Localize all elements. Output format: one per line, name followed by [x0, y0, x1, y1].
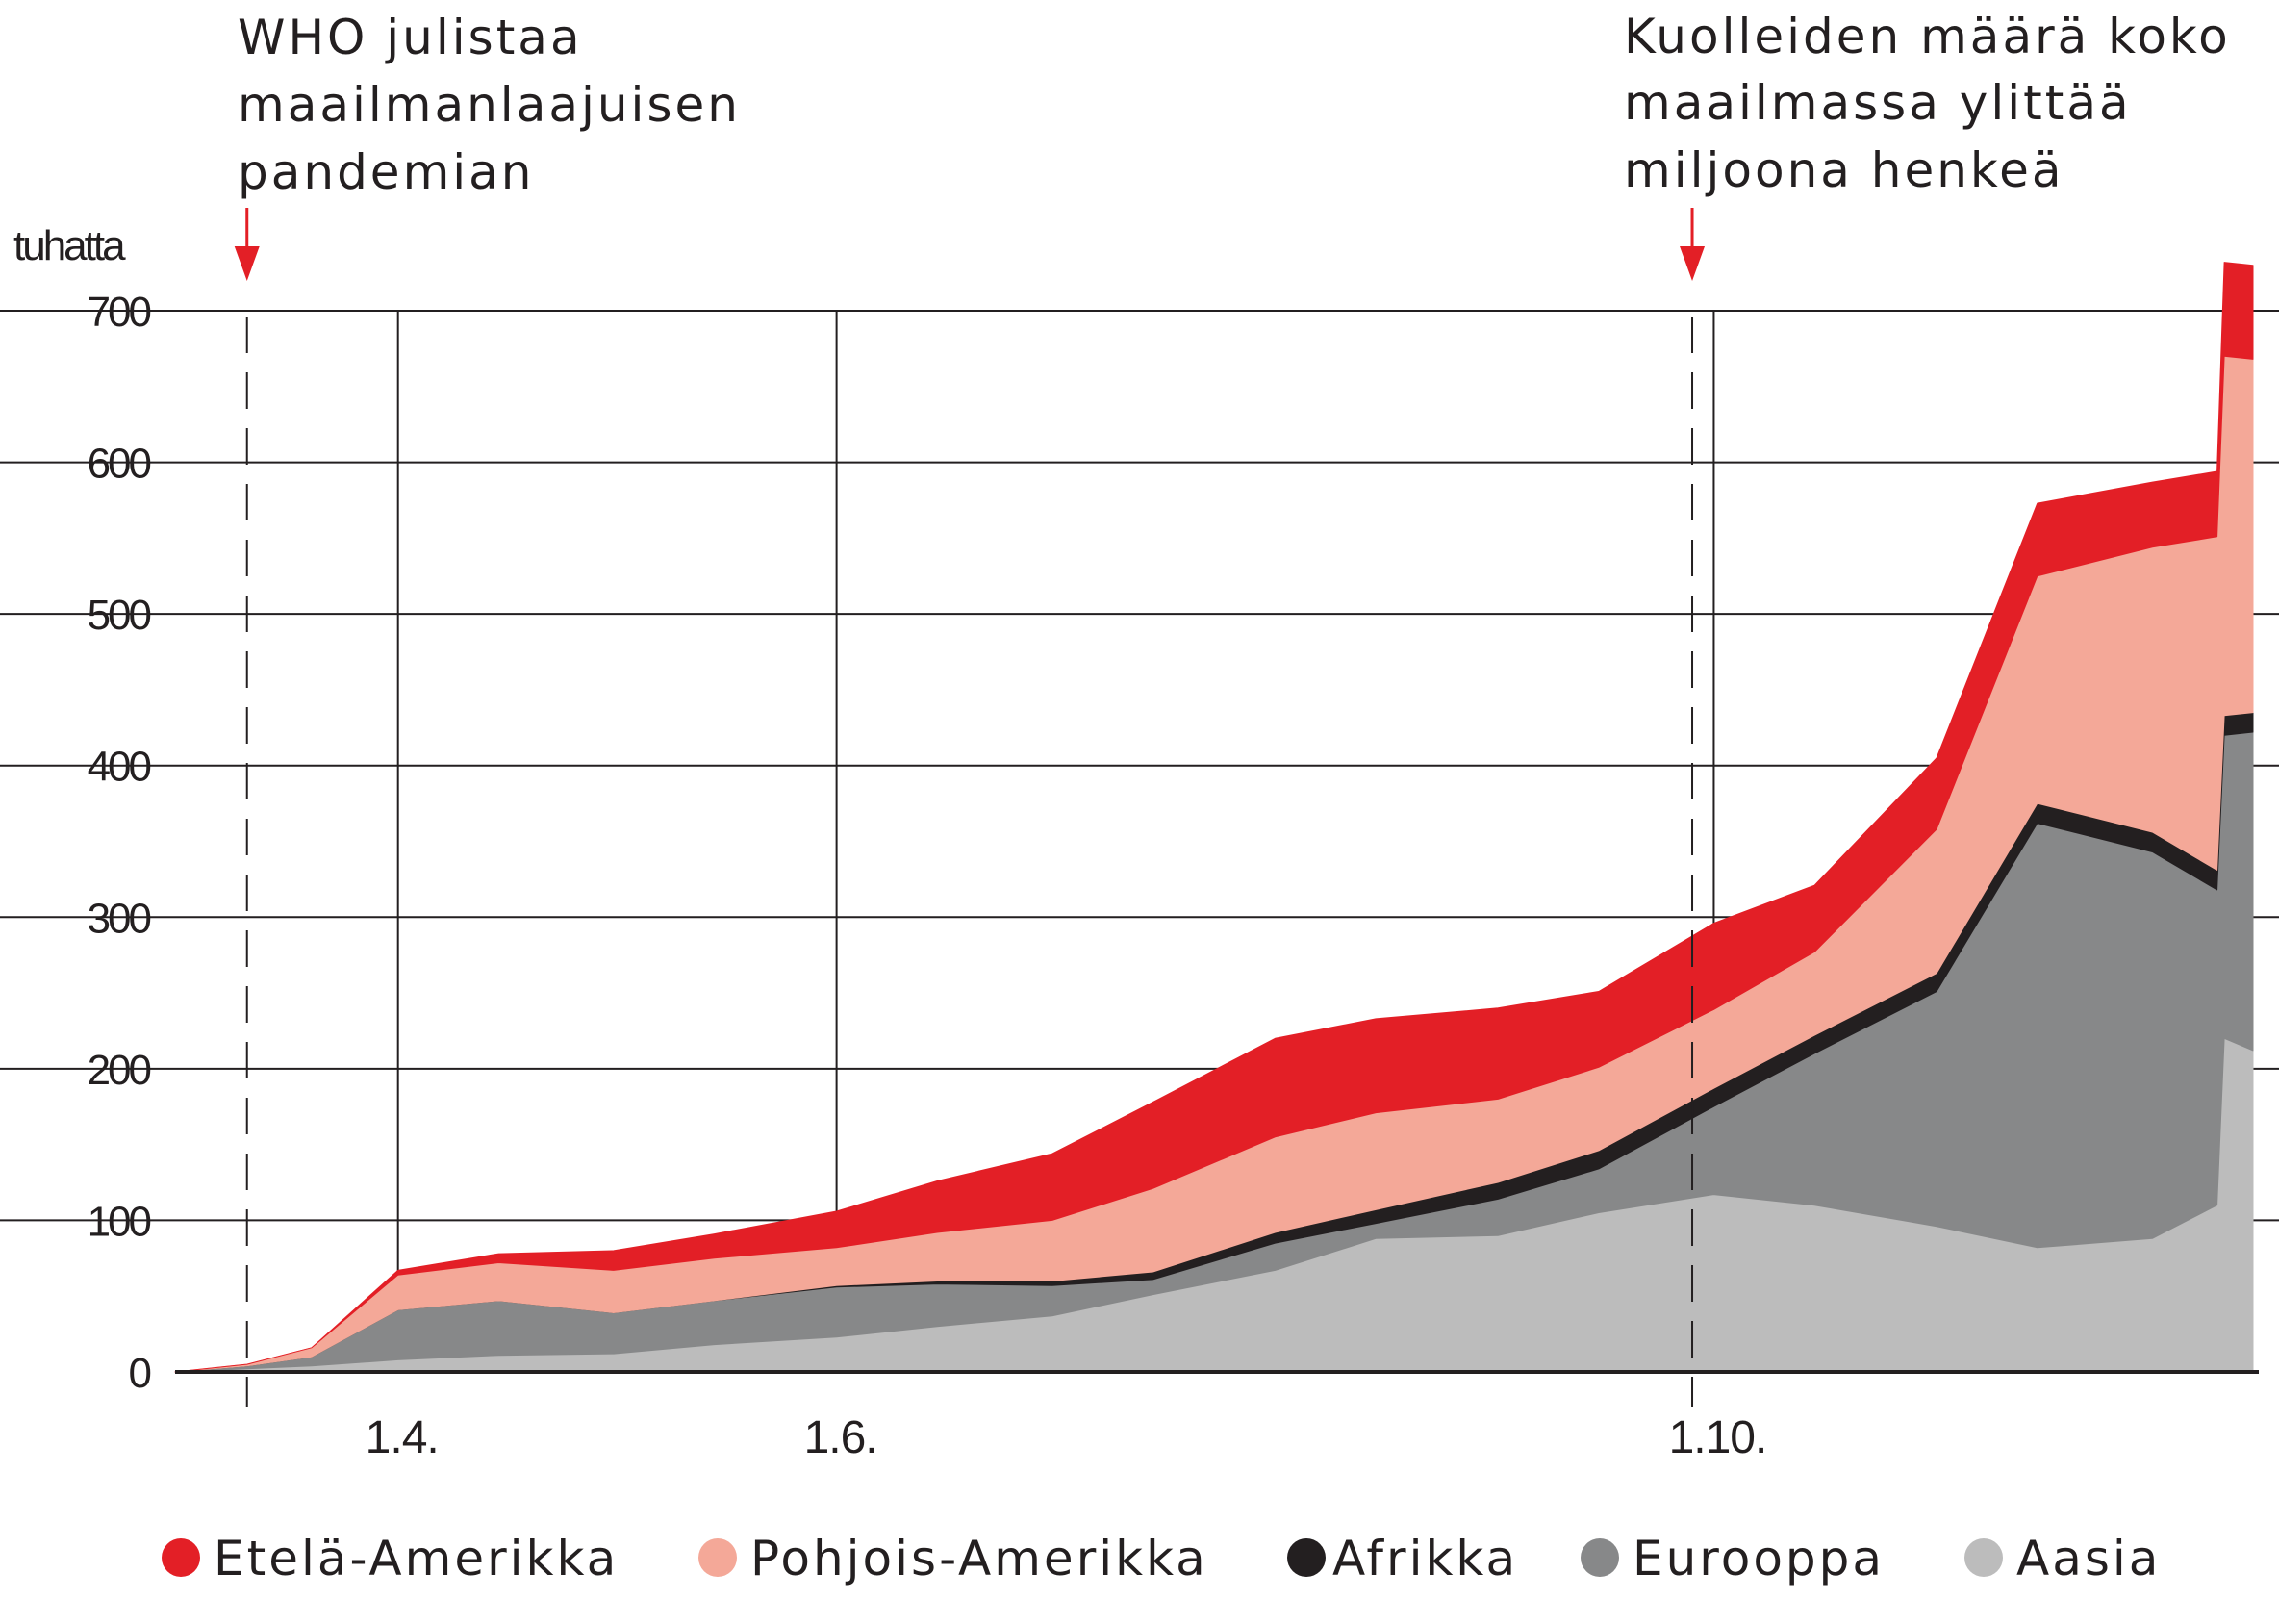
legend-item-afrikka: Afrikka — [1287, 1531, 1518, 1586]
legend-label-etela-amerikka: Etelä-Amerikka — [214, 1531, 619, 1586]
x-tick-label-2: 1.10. — [1669, 1412, 1767, 1463]
legend-label-pohjois-amerikka: Pohjois-Amerikka — [750, 1531, 1208, 1586]
annotation-million-deaths: Kuolleiden määrä koko maailmassa ylittää… — [1624, 9, 2231, 198]
y-tick-label-600: 600 — [88, 441, 151, 488]
legend-item-eurooppa: Eurooppa — [1581, 1531, 1885, 1586]
legend-swatch-pohjois-amerikka — [698, 1538, 737, 1577]
annotation-who-line-1: WHO julistaa — [238, 10, 583, 65]
legend-item-etela-amerikka: Etelä-Amerikka — [162, 1531, 619, 1586]
legend-swatch-aasia — [1964, 1538, 2003, 1577]
annotation-arrow-head-0 — [234, 246, 260, 281]
y-tick-label-500: 500 — [88, 592, 151, 639]
area-series-layer — [174, 262, 2254, 1373]
annotation-million-line-2: maailmassa ylittää — [1624, 75, 2132, 131]
x-tick-label-0: 1.4. — [366, 1412, 439, 1463]
x-tick-label-1: 1.6. — [804, 1412, 877, 1463]
y-tick-label-300: 300 — [88, 895, 151, 942]
legend-item-pohjois-amerikka: Pohjois-Amerikka — [698, 1531, 1208, 1586]
y-tick-label-100: 100 — [88, 1198, 151, 1245]
legend-item-aasia: Aasia — [1964, 1531, 2161, 1586]
y-tick-label-400: 400 — [88, 744, 151, 791]
legend-label-afrikka: Afrikka — [1332, 1531, 1518, 1586]
y-axis-unit-label: tuhatta — [13, 222, 126, 269]
annotation-lines-layer — [234, 208, 1706, 1407]
y-tick-label-200: 200 — [88, 1047, 151, 1094]
legend: Etelä-Amerikka Pohjois-Amerikka Afrikka … — [162, 1531, 2161, 1586]
annotation-who-line-2: maailmanlaajuisen — [238, 77, 741, 133]
y-tick-label-700: 700 — [88, 289, 151, 336]
area-series-4 — [174, 262, 2254, 1373]
annotation-arrow-head-1 — [1680, 246, 1706, 281]
legend-swatch-eurooppa — [1581, 1538, 1619, 1577]
legend-swatch-etela-amerikka — [162, 1538, 200, 1577]
grid-layer: 0 100 200 300 400 500 600 700 — [0, 289, 2279, 1397]
annotation-million-line-3: miljoona henkeä — [1624, 142, 2064, 198]
vertical-gridlines: 1.4. 1.6. 1.10. — [366, 311, 1767, 1463]
annotation-who: WHO julistaa maailmanlaajuisen pandemian — [238, 10, 741, 200]
legend-swatch-afrikka — [1287, 1538, 1326, 1577]
legend-label-eurooppa: Eurooppa — [1633, 1531, 1885, 1586]
y-tick-label-0: 0 — [129, 1350, 151, 1397]
legend-label-aasia: Aasia — [2016, 1531, 2161, 1586]
annotation-who-line-3: pandemian — [238, 144, 535, 200]
annotation-million-line-1: Kuolleiden määrä koko — [1624, 9, 2231, 64]
